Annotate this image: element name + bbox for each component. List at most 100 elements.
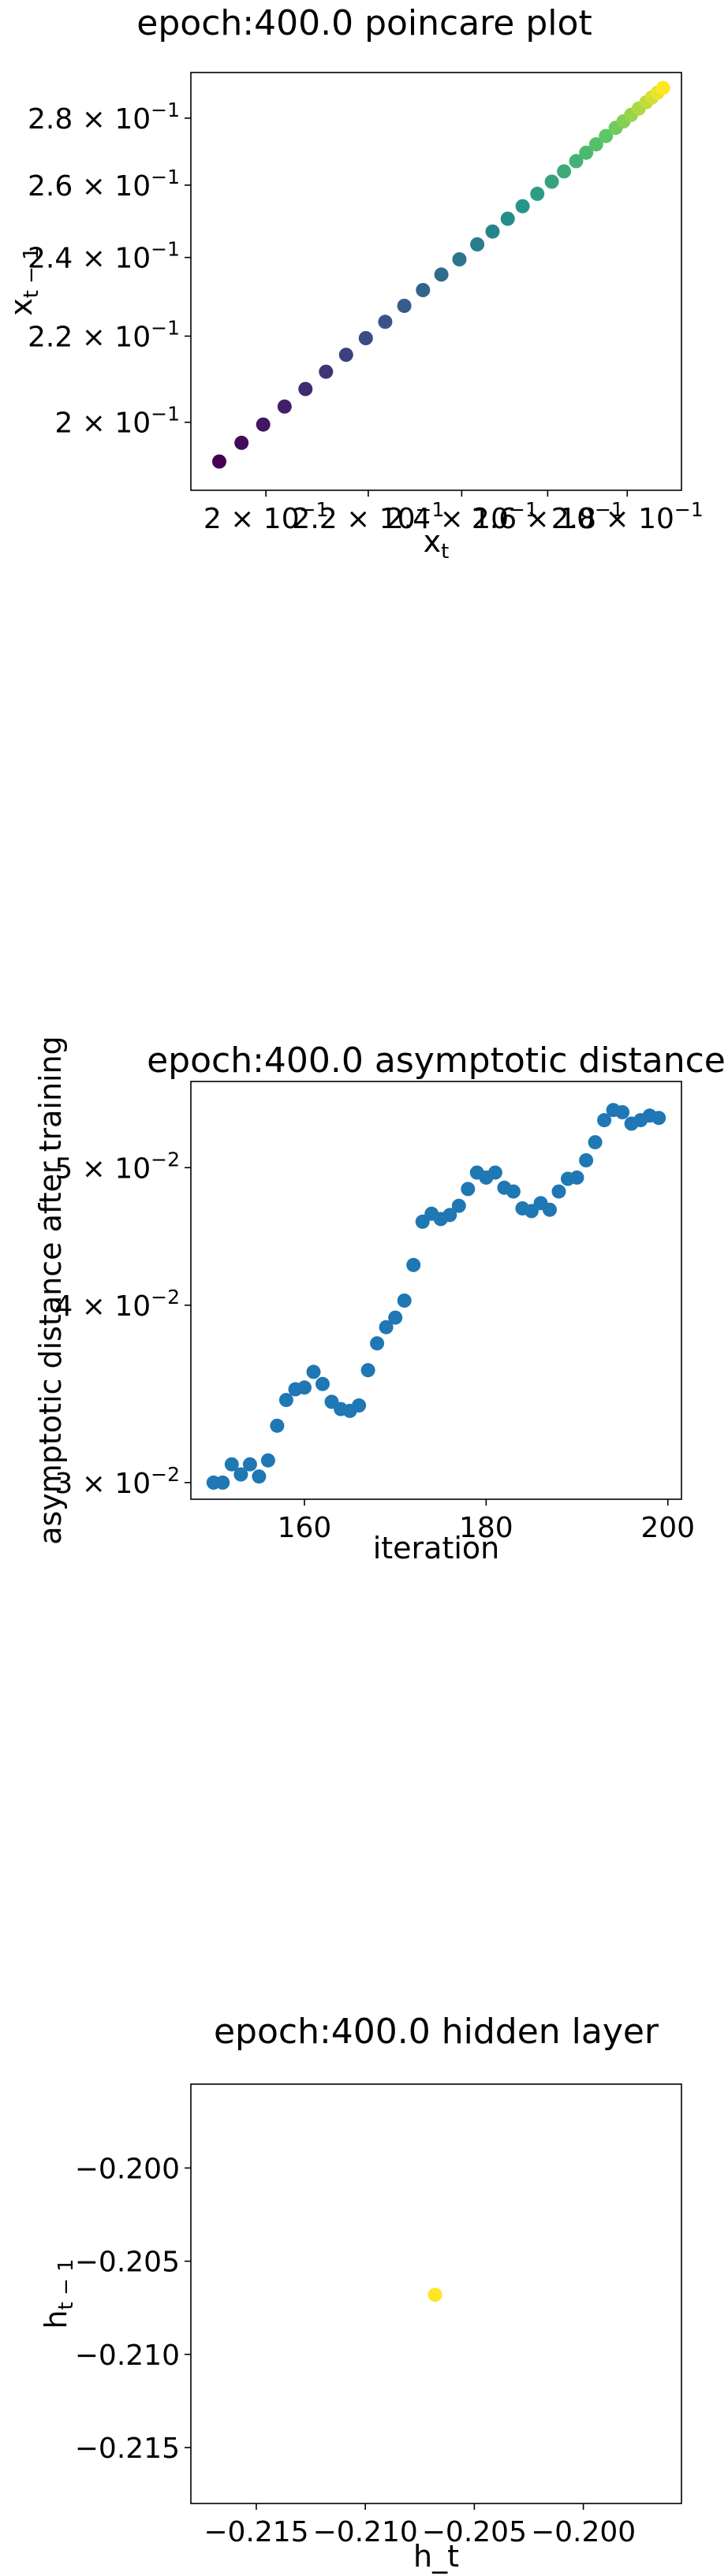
data-point: [360, 1363, 375, 1378]
asymptotic-distance-plot: epoch:400.0 asymptotic distance 160 180 20…: [33, 1036, 726, 1565]
data-point: [551, 1184, 566, 1199]
tick-label: 2.2 × 10−1: [28, 316, 180, 353]
data-point: [242, 1457, 257, 1472]
data-point: [338, 348, 353, 363]
tick-label: −0.210: [313, 2516, 418, 2548]
chart-title: epoch:400.0 hidden layer: [214, 2012, 659, 2052]
data-point: [278, 1393, 293, 1408]
data-point: [297, 1380, 312, 1395]
plot-frame: [190, 1081, 682, 1500]
y-axis-label: xt − 1: [4, 247, 43, 316]
data-point: [579, 145, 594, 160]
y-axis-label: asymptotic distance after training: [33, 1036, 68, 1545]
data-point: [270, 1418, 285, 1433]
tick-label: 2.4 × 10−1: [28, 238, 180, 275]
data-point: [452, 252, 467, 266]
tick-label: 2.2 × 10−1: [292, 498, 444, 535]
data-point: [406, 1257, 421, 1272]
data-point: [378, 315, 393, 329]
data-point: [588, 137, 603, 152]
data-point: [544, 174, 559, 189]
data-point: [442, 1208, 457, 1223]
data-point: [451, 1198, 466, 1213]
data-point: [370, 1336, 385, 1351]
data-point: [352, 1398, 367, 1413]
data-point: [470, 237, 485, 251]
data-point: [306, 1364, 321, 1379]
data-point: [485, 224, 500, 239]
data-point: [588, 1135, 603, 1150]
data-point: [506, 1184, 521, 1199]
plot-frame: [190, 72, 682, 491]
data-point: [655, 80, 670, 95]
data-point: [487, 1165, 502, 1180]
tick-label: 2.8 × 10−1: [28, 99, 180, 136]
data-point: [579, 1153, 594, 1167]
chart-title: epoch:400.0 poincare plot: [136, 3, 592, 43]
data-point: [569, 1170, 584, 1185]
data-point: [461, 1182, 476, 1197]
tick-label: 2.6 × 10−1: [472, 498, 624, 535]
tick-label: −0.200: [531, 2516, 636, 2548]
data-point: [500, 211, 515, 226]
data-point: [615, 1105, 630, 1119]
tick-label: 4 × 10−2: [54, 1286, 180, 1323]
data-point: [557, 164, 572, 179]
tick-label: 2.6 × 10−1: [28, 166, 180, 203]
tick-label: 200: [640, 1512, 695, 1544]
tick-label: 2.8 × 10−1: [551, 498, 704, 535]
x-axis-ticks: 160 180 200: [278, 1499, 695, 1544]
data-point: [530, 186, 545, 201]
tick-label: 5 × 10−2: [54, 1148, 180, 1185]
poincare-plot: epoch:400.0 poincare plot 2 × 10−12.2 × …: [4, 3, 704, 564]
data-point: [358, 331, 373, 345]
data-point: [233, 1467, 248, 1482]
data-point: [252, 1469, 267, 1484]
tick-label: 160: [278, 1512, 332, 1544]
y-axis-ticks: −0.215 −0.210 −0.205 −0.200: [75, 2153, 191, 2465]
tick-label: −0.200: [75, 2153, 180, 2185]
data-points: [427, 2288, 442, 2302]
data-point: [224, 1457, 239, 1472]
tick-label: 2 × 10−1: [203, 498, 329, 535]
data-point: [651, 1111, 666, 1126]
data-point: [416, 283, 431, 297]
chart-title: epoch:400.0 asymptotic distance: [147, 1040, 726, 1081]
data-point: [277, 399, 292, 414]
data-point: [388, 1310, 403, 1325]
data-point: [597, 1113, 612, 1128]
y-axis-ticks: 3 × 10−2 4 × 10−2 5 × 10−2: [54, 1148, 191, 1500]
y-axis-label: ht − 1: [39, 2258, 78, 2328]
data-points: [206, 1103, 666, 1490]
tick-label: 3 × 10−2: [54, 1463, 180, 1500]
tick-label: 2 × 10−1: [54, 403, 180, 440]
data-point: [234, 435, 249, 450]
tick-label: 2.4 × 10−1: [386, 498, 538, 535]
data-point: [599, 128, 614, 143]
x-axis-label: iteration: [373, 1531, 500, 1565]
data-point: [319, 364, 334, 379]
hidden-layer-plot: epoch:400.0 hidden layer −0.215 −0.210 −0.…: [39, 2012, 682, 2574]
data-point: [397, 299, 412, 313]
data-point: [379, 1320, 394, 1335]
tick-label: −0.215: [203, 2516, 308, 2548]
data-points: [212, 80, 670, 469]
data-point: [260, 1453, 275, 1468]
data-point: [543, 1202, 557, 1217]
data-point: [569, 154, 584, 169]
plot-frame: [190, 2083, 682, 2504]
y-axis-ticks: 2 × 10−1 2.2 × 10−1 2.4 × 10−1 2.6 × 10−1 2.…: [28, 99, 191, 440]
data-point: [315, 1376, 330, 1391]
x-axis-ticks: −0.215 −0.210 −0.205 −0.200: [203, 2503, 636, 2548]
data-point: [515, 199, 530, 214]
tick-label: −0.210: [75, 2340, 180, 2372]
tick-label: −0.205: [75, 2247, 180, 2279]
x-axis-label: h_t: [413, 2539, 459, 2574]
data-point: [397, 1294, 412, 1308]
data-point: [298, 382, 313, 396]
tick-label: −0.205: [422, 2516, 527, 2548]
x-axis-ticks: 2 × 10−12.2 × 10−12.4 × 10−12.6 × 10−12.…: [203, 490, 704, 535]
data-point: [212, 454, 226, 469]
data-point: [427, 2288, 442, 2302]
